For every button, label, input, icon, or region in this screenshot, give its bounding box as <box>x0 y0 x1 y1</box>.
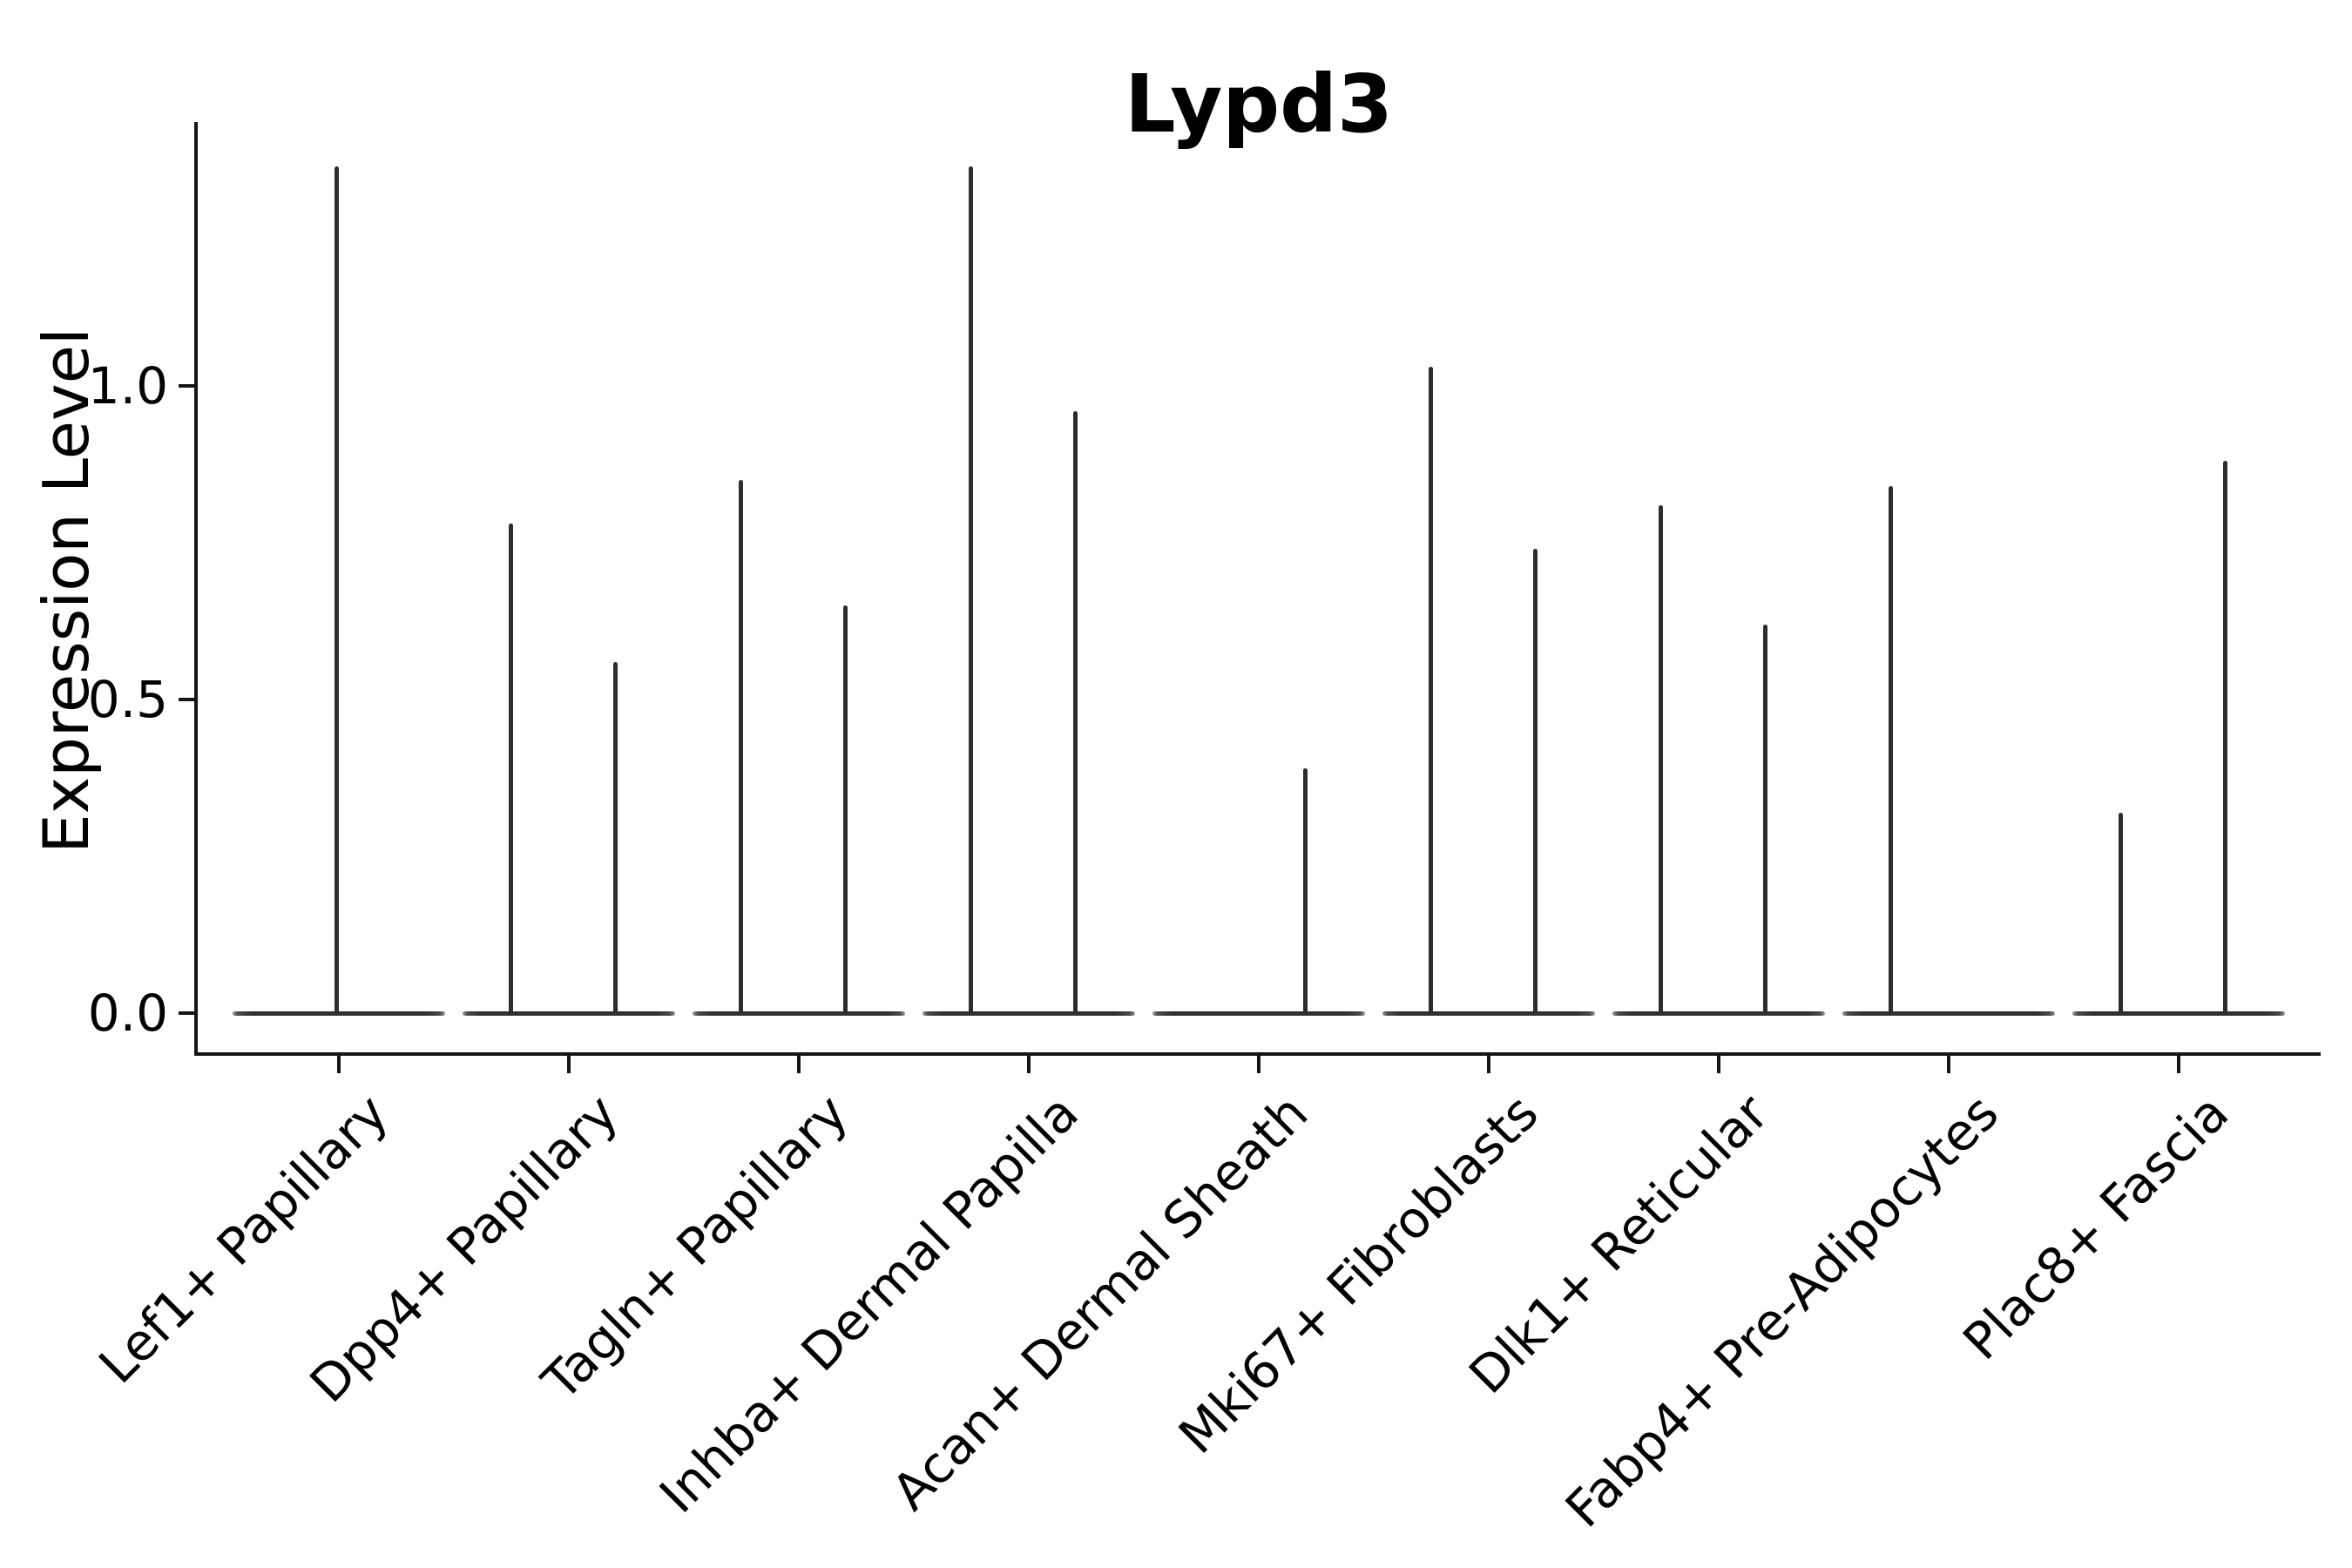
violin-base <box>233 1010 445 1016</box>
violin-spike <box>968 166 973 1013</box>
violin-spike <box>738 480 743 1013</box>
x-tick-label: Acan+ Dermal Sheath <box>881 1083 1320 1522</box>
violin-base <box>463 1010 676 1016</box>
violin-spike <box>2222 461 2227 1013</box>
violin-spike <box>1302 768 1308 1013</box>
violin-spike <box>508 524 513 1013</box>
violin-base <box>1152 1010 1366 1016</box>
violin-base <box>923 1010 1136 1016</box>
x-tick <box>1257 1056 1261 1073</box>
violin-spike <box>1428 367 1433 1013</box>
violin-base <box>1612 1010 1826 1016</box>
x-tick-label: Fabp4+ Pre-Adipocytes <box>1553 1083 2010 1539</box>
x-tick <box>567 1056 571 1073</box>
plot-title: Lypd3 <box>1124 57 1394 151</box>
violin-spike <box>2118 812 2123 1013</box>
x-tick <box>2177 1056 2181 1073</box>
x-tick <box>337 1056 341 1073</box>
x-tick <box>1947 1056 1951 1073</box>
y-tick <box>179 384 194 388</box>
violin-spike <box>842 605 848 1013</box>
violin-base <box>2072 1010 2286 1016</box>
violin-spike <box>1762 624 1767 1013</box>
violin-base <box>1382 1010 1596 1016</box>
violin-spike <box>1072 410 1078 1013</box>
violin-spike <box>334 166 339 1013</box>
violin-base <box>693 1010 906 1016</box>
x-tick <box>1027 1056 1031 1073</box>
violin-spike <box>1532 549 1538 1013</box>
y-axis-spine <box>194 122 198 1056</box>
violin-spike <box>1888 486 1893 1013</box>
y-tick-label: 0.0 <box>87 983 168 1043</box>
y-tick <box>179 1011 194 1015</box>
x-tick-label: Inhba+ Dermal Papilla <box>647 1083 1090 1524</box>
y-tick <box>179 698 194 701</box>
violin-spike <box>1658 504 1663 1013</box>
x-axis-spine <box>194 1052 2321 1056</box>
violin-base <box>1842 1010 2056 1016</box>
y-tick-label: 0.5 <box>87 670 168 729</box>
y-tick-label: 1.0 <box>87 356 168 416</box>
x-tick <box>797 1056 801 1073</box>
x-tick <box>1717 1056 1721 1073</box>
violin-spike <box>612 661 618 1013</box>
x-tick <box>1487 1056 1491 1073</box>
